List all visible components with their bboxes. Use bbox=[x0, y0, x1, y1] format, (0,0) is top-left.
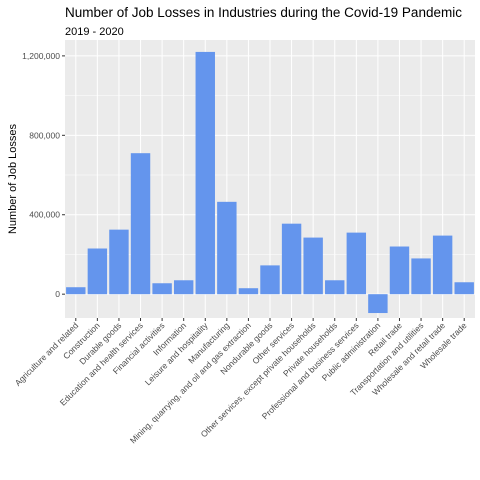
y-axis-label: Number of Job Losses bbox=[7, 123, 19, 234]
bar bbox=[432, 235, 453, 295]
y-tick-label: 400,000 bbox=[29, 210, 60, 220]
y-axis-ticks: 0 400,000 800,000 1,200,000 bbox=[22, 51, 65, 299]
bar bbox=[173, 280, 194, 295]
bar bbox=[346, 232, 367, 295]
bar bbox=[152, 283, 172, 295]
bar bbox=[217, 201, 237, 295]
bar bbox=[195, 51, 215, 295]
bar bbox=[260, 265, 280, 295]
bars bbox=[66, 51, 474, 314]
bar bbox=[130, 153, 151, 295]
chart-subtitle: 2019 - 2020 bbox=[65, 26, 124, 38]
bar bbox=[238, 288, 259, 295]
bar bbox=[368, 294, 388, 314]
x-axis-ticks: Agriculture and relatedConstructionDurab… bbox=[13, 318, 469, 445]
bar bbox=[303, 237, 323, 295]
bar bbox=[389, 246, 410, 295]
y-tick-label: 0 bbox=[55, 289, 60, 299]
bar bbox=[454, 282, 474, 295]
bar bbox=[325, 280, 345, 295]
bar bbox=[411, 258, 431, 295]
bar bbox=[66, 287, 86, 295]
y-tick-label: 800,000 bbox=[29, 130, 60, 140]
bar bbox=[87, 248, 108, 295]
chart-title: Number of Job Losses in Industries durin… bbox=[65, 5, 462, 20]
bar bbox=[109, 229, 129, 295]
y-tick-label: 1,200,000 bbox=[22, 51, 60, 61]
bar bbox=[281, 223, 302, 295]
